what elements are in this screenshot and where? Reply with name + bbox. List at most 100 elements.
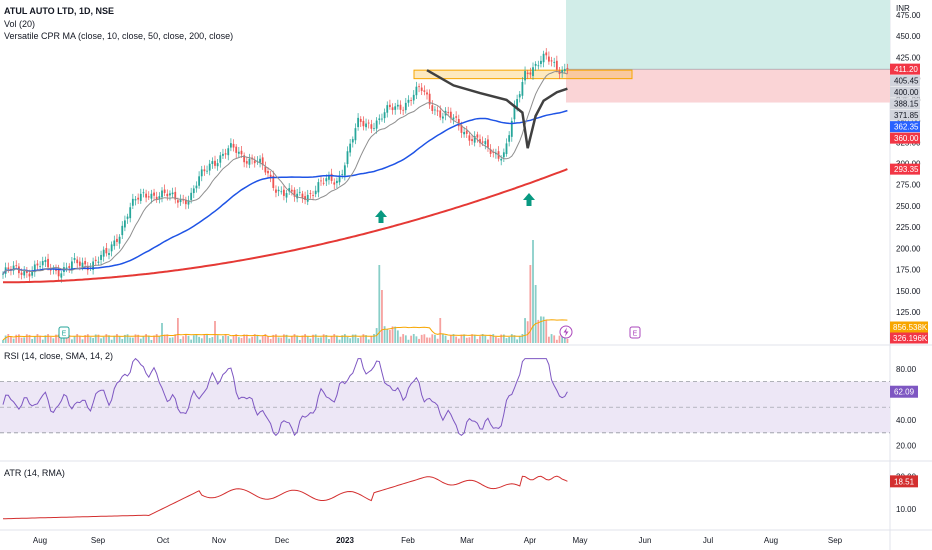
candle-body xyxy=(505,143,508,155)
time-tick-label: Aug xyxy=(33,536,47,545)
candle-body xyxy=(169,193,171,196)
volume-bar xyxy=(174,334,177,343)
volume-tag xyxy=(890,321,928,333)
volume-bar xyxy=(195,334,198,343)
volume-bar xyxy=(25,334,28,343)
volume-bar xyxy=(110,339,113,343)
volume-bar xyxy=(354,334,357,343)
ma10-line[interactable] xyxy=(2,70,568,275)
candle-body xyxy=(84,261,87,265)
price-tick-label: 225.00 xyxy=(896,223,921,232)
volume-bar xyxy=(415,336,418,343)
ma200-line[interactable] xyxy=(3,168,568,284)
candle-body xyxy=(439,110,442,118)
volume-bar xyxy=(306,336,309,343)
candle-body xyxy=(118,236,121,244)
price-tag-label: 293.35 xyxy=(894,165,919,174)
candle-body xyxy=(2,273,4,275)
stop-zone[interactable] xyxy=(566,69,890,103)
volume-bar xyxy=(396,330,399,343)
candle-body xyxy=(198,176,200,186)
volume-bar xyxy=(516,339,518,343)
candle-body xyxy=(158,196,161,199)
volume-bar xyxy=(381,290,383,343)
time-axis[interactable]: Aug Sep Oct Nov Dec 2023 Feb Mar Apr May Jun Jul Aug… xyxy=(33,536,843,545)
volume-bar xyxy=(227,336,230,343)
candle-body xyxy=(534,63,537,66)
candle-body xyxy=(452,117,455,120)
volume-bar xyxy=(346,336,349,343)
volume-bar xyxy=(113,335,116,343)
candle-body xyxy=(381,118,383,120)
volume-bar xyxy=(124,334,126,343)
volume-bar xyxy=(404,335,407,343)
volume-bar xyxy=(200,338,203,343)
candle-body xyxy=(404,102,407,111)
candle-body xyxy=(25,270,28,273)
volume-bar xyxy=(267,336,269,343)
candle-body xyxy=(328,175,330,180)
candle-body xyxy=(460,124,463,133)
volume-bar xyxy=(131,337,134,343)
candle-body xyxy=(420,87,423,91)
ma-legend[interactable]: Versatile CPR MA (close, 10, close, 50, … xyxy=(4,31,234,41)
symbol-legend[interactable]: ATUL AUTO LTD, 1D, NSE xyxy=(4,6,115,16)
candle-body xyxy=(418,86,420,88)
volume-bar xyxy=(71,339,73,343)
volume-bar xyxy=(502,334,505,343)
time-tick-label: Aug xyxy=(764,536,778,545)
candle-body xyxy=(232,143,235,148)
candle-body xyxy=(426,92,428,95)
price-tick-label: 200.00 xyxy=(896,244,921,253)
candle-body xyxy=(261,157,264,166)
volume-bar xyxy=(97,334,100,343)
volume-bar xyxy=(468,337,471,343)
target-zone[interactable] xyxy=(566,0,890,70)
earnings-event-icon[interactable]: E xyxy=(58,326,70,339)
dividend-event-icon[interactable] xyxy=(559,325,573,339)
volume-bar xyxy=(402,334,405,343)
earnings-event-icon[interactable]: E xyxy=(629,326,641,339)
volume-bar xyxy=(105,334,108,343)
volume-bar xyxy=(386,329,389,343)
candle-body xyxy=(240,150,243,155)
volume-bar xyxy=(383,326,386,343)
atr-line[interactable] xyxy=(2,475,568,520)
volume-bar xyxy=(343,334,346,343)
candle-body xyxy=(314,190,317,195)
rsi-line[interactable] xyxy=(2,357,568,437)
volume-bar xyxy=(412,334,415,343)
atr-legend[interactable]: ATR (14, RMA) xyxy=(4,468,65,478)
volume-bar xyxy=(208,338,211,343)
time-tick-label: Dec xyxy=(275,536,289,545)
volume-tag-label: 326.196K xyxy=(893,334,928,343)
rsi-legend[interactable]: RSI (14, close, SMA, 14, 2) xyxy=(4,351,114,361)
candle-body xyxy=(267,171,269,174)
candle-body xyxy=(415,86,418,96)
ma50-line[interactable] xyxy=(2,109,568,275)
volume-bar xyxy=(492,334,495,343)
volume-bar xyxy=(460,334,463,343)
rsi-tick-label: 80.00 xyxy=(896,365,917,374)
candle-body xyxy=(362,120,365,127)
candle-body xyxy=(105,248,108,254)
volume-bar xyxy=(558,335,561,343)
volume-bar xyxy=(359,337,362,343)
resistance-box[interactable] xyxy=(413,69,633,80)
candle-body xyxy=(473,135,476,143)
volume-bar xyxy=(508,337,511,343)
candle-body xyxy=(500,158,503,161)
candle-body xyxy=(484,141,487,145)
heavy-ma-line[interactable] xyxy=(426,69,568,149)
volume-legend[interactable]: Vol (20) xyxy=(4,19,36,29)
candle-body xyxy=(230,143,232,148)
candle-body xyxy=(145,193,147,198)
volume-bar xyxy=(211,337,214,343)
candle-body xyxy=(182,199,185,201)
volume-bar xyxy=(4,335,7,343)
volume-bar xyxy=(550,334,553,343)
volume-bar xyxy=(147,335,150,343)
